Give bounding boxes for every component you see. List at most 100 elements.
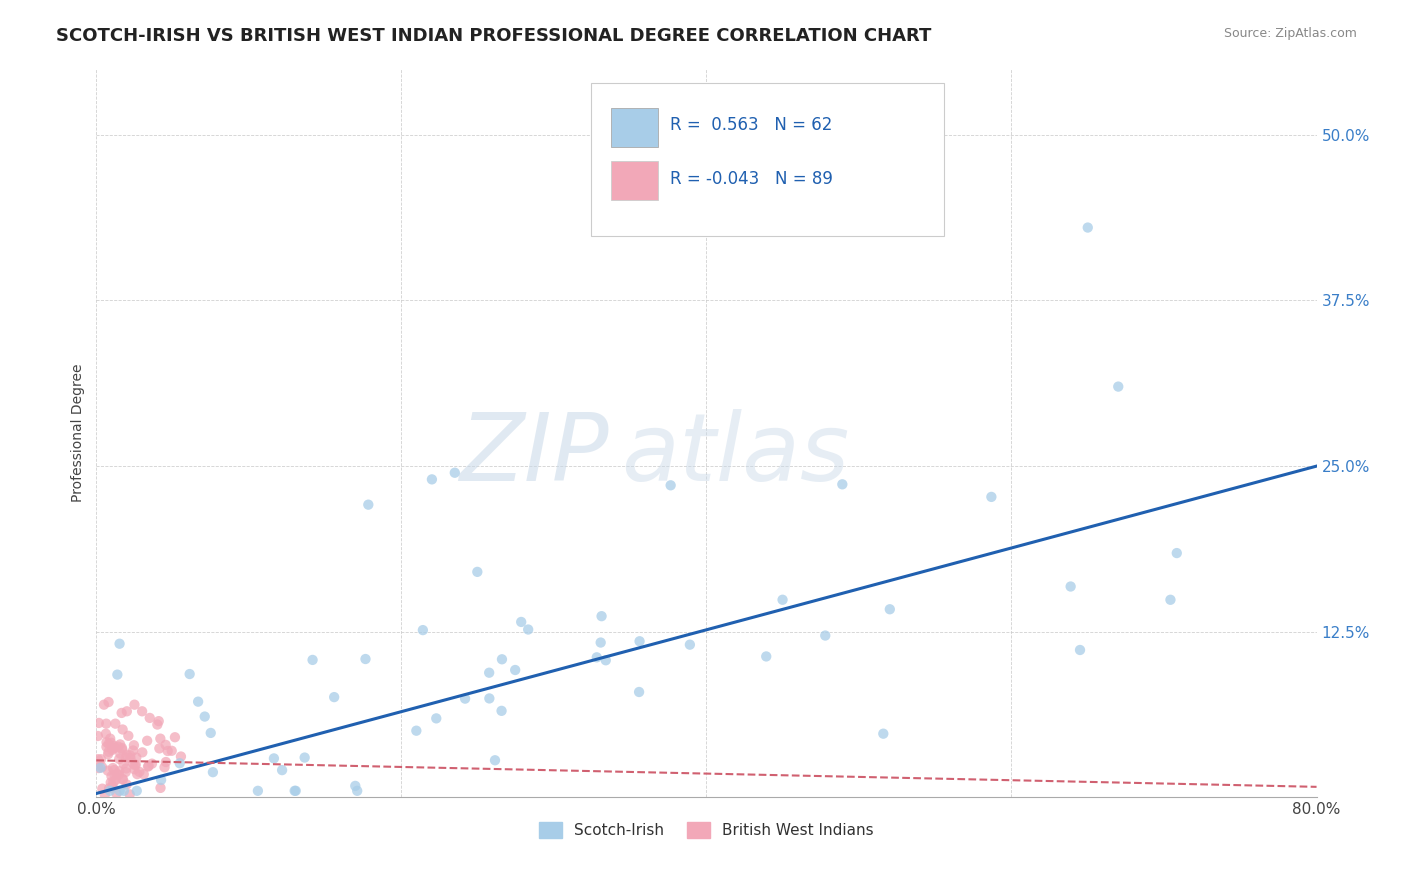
- Point: [91, 781, 114, 796]
- Point: [454, 691, 477, 706]
- FancyBboxPatch shape: [612, 161, 658, 201]
- Point: [87, 729, 110, 743]
- Point: [149, 780, 172, 795]
- Point: [149, 731, 172, 746]
- Point: [103, 739, 125, 754]
- Point: [111, 723, 134, 737]
- Point: [301, 653, 323, 667]
- Text: R =  0.563   N = 62: R = 0.563 N = 62: [669, 116, 832, 135]
- Point: [124, 762, 146, 776]
- Point: [118, 788, 141, 802]
- FancyBboxPatch shape: [591, 83, 945, 236]
- Point: [1159, 592, 1181, 607]
- Point: [96, 735, 118, 749]
- Point: [112, 756, 135, 771]
- Point: [153, 760, 176, 774]
- Point: [122, 743, 145, 757]
- Point: [831, 477, 853, 491]
- Point: [103, 768, 125, 782]
- Point: [872, 727, 894, 741]
- Point: [284, 784, 307, 798]
- Point: [87, 761, 110, 775]
- Point: [138, 759, 160, 773]
- Point: [94, 727, 117, 741]
- Text: R = -0.043   N = 89: R = -0.043 N = 89: [669, 170, 832, 188]
- Point: [125, 750, 148, 764]
- Point: [87, 715, 110, 730]
- Point: [124, 698, 146, 712]
- Point: [814, 628, 837, 642]
- Point: [96, 716, 118, 731]
- Point: [412, 623, 434, 637]
- Point: [138, 711, 160, 725]
- Point: [1069, 643, 1091, 657]
- Point: [97, 764, 120, 778]
- Point: [517, 623, 540, 637]
- Point: [187, 695, 209, 709]
- Point: [585, 650, 607, 665]
- Point: [263, 751, 285, 765]
- Point: [155, 738, 177, 752]
- Point: [111, 772, 134, 786]
- Point: [101, 780, 124, 794]
- Point: [510, 615, 533, 629]
- Point: [150, 772, 173, 787]
- Point: [105, 667, 128, 681]
- Point: [103, 741, 125, 756]
- Point: [246, 784, 269, 798]
- Point: [100, 775, 122, 789]
- Point: [170, 749, 193, 764]
- Point: [1077, 220, 1099, 235]
- Point: [107, 767, 129, 781]
- Point: [755, 649, 778, 664]
- Point: [1166, 546, 1188, 560]
- Point: [294, 750, 316, 764]
- Point: [131, 745, 153, 759]
- Point: [115, 747, 138, 762]
- Point: [589, 635, 612, 649]
- Point: [491, 704, 513, 718]
- Point: [148, 741, 170, 756]
- Point: [115, 777, 138, 791]
- Point: [132, 767, 155, 781]
- Point: [163, 731, 186, 745]
- Point: [141, 756, 163, 771]
- Point: [271, 763, 294, 777]
- Point: [97, 695, 120, 709]
- Point: [111, 741, 134, 756]
- Point: [89, 761, 111, 775]
- Point: [111, 772, 134, 787]
- Point: [503, 663, 526, 677]
- Point: [91, 760, 114, 774]
- Point: [94, 788, 117, 802]
- Point: [122, 756, 145, 771]
- Point: [108, 764, 131, 779]
- Point: [115, 761, 138, 775]
- Point: [105, 767, 128, 781]
- Point: [108, 637, 131, 651]
- Point: [354, 652, 377, 666]
- Point: [115, 704, 138, 718]
- Point: [346, 784, 368, 798]
- Point: [659, 478, 682, 492]
- Text: Source: ZipAtlas.com: Source: ZipAtlas.com: [1223, 27, 1357, 40]
- Point: [97, 745, 120, 759]
- Point: [179, 667, 201, 681]
- Point: [357, 498, 380, 512]
- Point: [105, 787, 128, 801]
- Point: [194, 709, 217, 723]
- Point: [111, 706, 134, 720]
- Point: [125, 757, 148, 772]
- Text: atlas: atlas: [621, 409, 849, 500]
- Point: [1107, 379, 1129, 393]
- Point: [1059, 580, 1081, 594]
- Point: [323, 690, 346, 705]
- Point: [200, 726, 222, 740]
- Point: [124, 758, 146, 772]
- Point: [104, 716, 127, 731]
- Point: [591, 609, 613, 624]
- Point: [284, 784, 307, 798]
- Point: [478, 665, 501, 680]
- Point: [420, 472, 443, 486]
- FancyBboxPatch shape: [612, 108, 658, 147]
